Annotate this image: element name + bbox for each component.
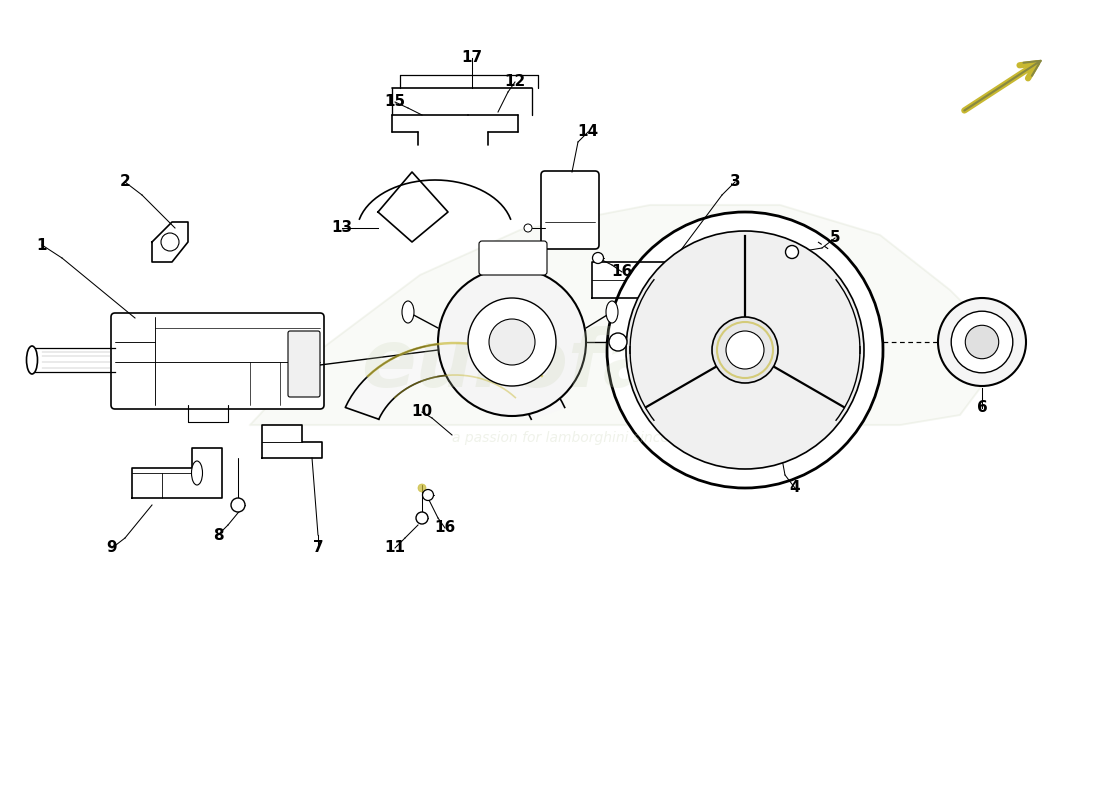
Circle shape <box>468 298 556 386</box>
Polygon shape <box>345 343 564 419</box>
Ellipse shape <box>26 346 37 374</box>
Ellipse shape <box>191 461 202 485</box>
Text: 10: 10 <box>411 405 432 419</box>
Text: 4: 4 <box>790 481 801 495</box>
Text: 16: 16 <box>612 265 632 279</box>
Text: 8: 8 <box>212 527 223 542</box>
Circle shape <box>438 268 586 416</box>
Text: 12: 12 <box>505 74 526 90</box>
Ellipse shape <box>402 301 414 323</box>
Ellipse shape <box>606 301 618 323</box>
Text: 1: 1 <box>36 238 47 253</box>
Text: 7: 7 <box>312 541 323 555</box>
Circle shape <box>593 253 604 263</box>
Text: a passion for lamborghini since 1983: a passion for lamborghini since 1983 <box>452 431 708 445</box>
Circle shape <box>712 317 778 383</box>
Text: 2: 2 <box>120 174 131 190</box>
FancyBboxPatch shape <box>541 171 600 249</box>
Circle shape <box>966 326 999 358</box>
Circle shape <box>490 319 535 365</box>
Text: 9: 9 <box>107 541 118 555</box>
Polygon shape <box>262 425 322 458</box>
Circle shape <box>418 484 426 492</box>
Circle shape <box>952 311 1013 373</box>
Polygon shape <box>378 172 448 242</box>
Circle shape <box>938 298 1026 386</box>
Circle shape <box>231 498 245 512</box>
Text: 17: 17 <box>461 50 483 66</box>
Text: 16: 16 <box>434 521 455 535</box>
Circle shape <box>422 490 433 501</box>
Circle shape <box>726 331 764 369</box>
Polygon shape <box>360 180 510 219</box>
FancyBboxPatch shape <box>111 313 324 409</box>
Text: 14: 14 <box>578 125 598 139</box>
Circle shape <box>785 246 799 258</box>
Text: 13: 13 <box>331 221 353 235</box>
Circle shape <box>609 333 627 351</box>
Text: 3: 3 <box>729 174 740 190</box>
Polygon shape <box>152 222 188 262</box>
Circle shape <box>626 231 864 469</box>
Text: eurofares: eurofares <box>361 326 800 404</box>
Polygon shape <box>592 262 668 298</box>
FancyBboxPatch shape <box>478 241 547 275</box>
Text: 15: 15 <box>384 94 406 110</box>
Circle shape <box>161 233 179 251</box>
Circle shape <box>607 212 883 488</box>
FancyBboxPatch shape <box>288 331 320 397</box>
Text: 6: 6 <box>977 401 988 415</box>
Polygon shape <box>250 205 990 425</box>
Polygon shape <box>132 448 222 498</box>
Circle shape <box>416 512 428 524</box>
Circle shape <box>524 224 532 232</box>
Text: 5: 5 <box>829 230 840 246</box>
Text: 11: 11 <box>385 541 406 555</box>
